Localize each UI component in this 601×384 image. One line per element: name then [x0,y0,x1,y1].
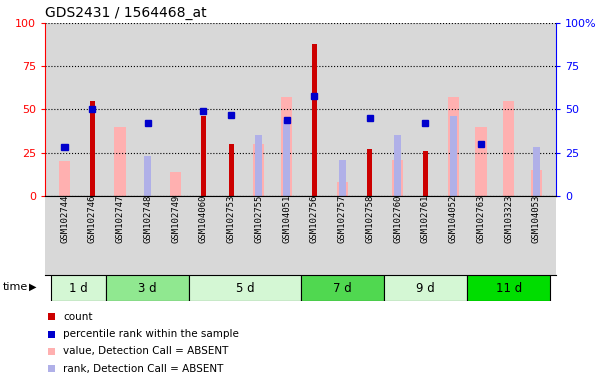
Bar [392,160,403,196]
Bar [448,98,459,196]
Bar [89,106,96,113]
Bar [284,117,290,123]
Text: value, Detection Call = ABSENT: value, Detection Call = ABSENT [63,346,228,356]
Bar [106,275,189,301]
Bar [367,149,373,196]
Bar [337,182,348,196]
Bar [475,127,487,196]
Bar [423,120,429,126]
Bar [300,275,384,301]
Text: count: count [63,312,93,322]
Bar [281,98,292,196]
Bar [312,44,317,196]
Bar [311,93,317,99]
Bar [228,112,234,118]
Text: 7 d: 7 d [333,281,352,295]
Text: 11 d: 11 d [496,281,522,295]
Bar [201,116,206,196]
Bar [450,116,457,196]
Text: rank, Detection Call = ABSENT: rank, Detection Call = ABSENT [63,364,224,374]
Bar [533,147,540,196]
Bar [145,120,151,126]
Bar [339,160,346,196]
Bar [189,275,300,301]
Bar [144,156,151,196]
Bar [531,170,542,196]
Bar [200,108,206,114]
Bar [170,172,181,196]
Bar [394,136,401,196]
Bar [61,144,67,151]
Text: ▶: ▶ [29,282,36,292]
Bar [283,120,290,196]
Bar [367,115,373,121]
Bar [423,151,428,196]
Bar [384,275,467,301]
Bar [59,161,70,196]
Bar [90,101,95,196]
Text: time: time [3,282,28,292]
Bar [478,141,484,147]
Text: 9 d: 9 d [416,281,435,295]
Text: 5 d: 5 d [236,281,254,295]
Bar [467,275,551,301]
Bar [50,275,106,301]
Bar [503,101,514,196]
Text: 1 d: 1 d [69,281,88,295]
Bar [255,136,262,196]
Text: 3 d: 3 d [138,281,157,295]
Bar [114,127,126,196]
Text: percentile rank within the sample: percentile rank within the sample [63,329,239,339]
Bar [228,144,234,196]
Bar [253,144,264,196]
Text: GDS2431 / 1564468_at: GDS2431 / 1564468_at [45,6,207,20]
